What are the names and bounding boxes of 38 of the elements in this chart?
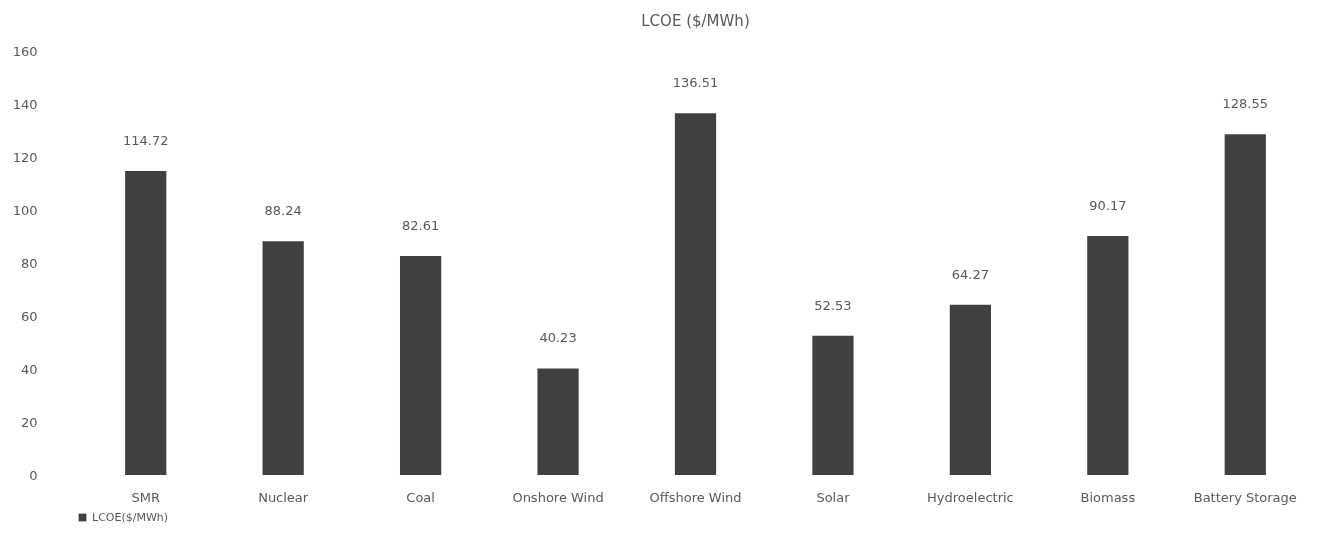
data-label: 64.27: [951, 266, 989, 282]
x-tick-label: Solar: [816, 489, 851, 505]
bar: [125, 170, 167, 475]
data-label: 90.17: [1089, 198, 1127, 214]
legend-label: LCOE($/MWh): [92, 510, 169, 524]
y-tick-label: 40: [20, 361, 38, 377]
y-tick-label: 20: [20, 414, 38, 430]
x-tick-label: Biomass: [1080, 489, 1136, 505]
data-label: 136.51: [672, 75, 719, 91]
x-tick-label: Hydroelectric: [927, 489, 1014, 505]
bar: [674, 113, 717, 475]
bar: [1224, 134, 1266, 475]
data-label: 52.53: [814, 297, 852, 313]
y-tick-label: 120: [12, 149, 38, 165]
y-tick-label: 80: [20, 255, 38, 271]
data-label: 40.23: [539, 330, 577, 346]
bar: [537, 368, 579, 475]
x-tick-label: Onshore Wind: [512, 489, 604, 505]
y-tick-label: 0: [29, 467, 38, 483]
bar: [399, 256, 442, 475]
x-tick-label: Battery Storage: [1193, 489, 1297, 505]
bar: [1087, 236, 1129, 475]
chart-title: LCOE ($/MWh): [641, 12, 750, 30]
y-tick-label: 100: [12, 202, 38, 218]
bar: [812, 335, 854, 475]
y-tick-label: 60: [20, 308, 38, 324]
x-tick-label: Offshore Wind: [649, 489, 742, 505]
data-label: 88.24: [264, 203, 302, 219]
data-label: 82.61: [402, 218, 440, 234]
y-tick-label: 160: [12, 43, 38, 59]
y-tick-label: 140: [12, 96, 38, 112]
bar: [949, 304, 992, 475]
data-label: 128.55: [1222, 96, 1269, 112]
bar: [262, 241, 304, 475]
x-tick-label: SMR: [131, 489, 160, 505]
data-label: 114.72: [122, 132, 169, 148]
x-tick-label: Coal: [406, 489, 435, 505]
x-tick-label: Nuclear: [258, 489, 309, 505]
